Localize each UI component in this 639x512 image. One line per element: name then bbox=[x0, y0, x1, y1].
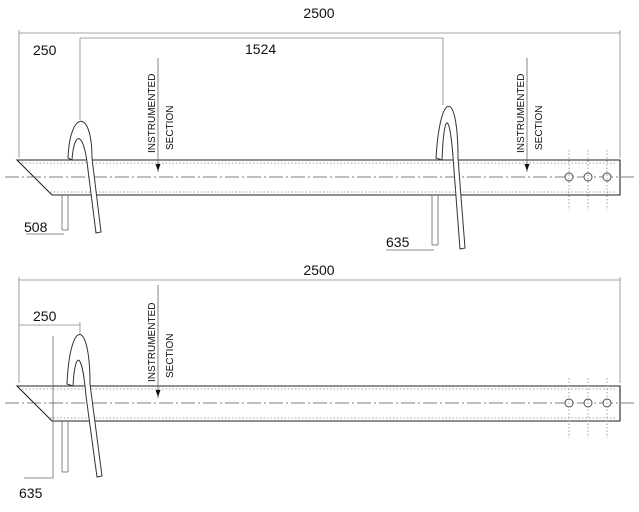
svg-text:SECTION: SECTION bbox=[534, 106, 545, 150]
overall-length-label-2: 2500 bbox=[303, 262, 334, 278]
svg-text:INSTRUMENTED: INSTRUMENTED bbox=[147, 303, 158, 382]
helix-spacing-dimension: 250 1524 bbox=[33, 37, 444, 120]
svg-text:SECTION: SECTION bbox=[165, 334, 176, 378]
helix-diameter-label-2: 635 bbox=[19, 485, 43, 501]
helix-spacing-label: 1524 bbox=[245, 41, 276, 57]
instrumented-section-marker-1: INSTRUMENTED SECTION bbox=[147, 58, 176, 172]
pile-drawing-single-helix: 2500 250 635 INSTRUMENTED SECTIO bbox=[5, 262, 634, 501]
helix-1-diameter-label: 508 bbox=[24, 219, 48, 235]
helix-plate-single: 635 bbox=[19, 334, 103, 501]
helix-plate-2: 635 bbox=[386, 105, 466, 251]
overall-length-dimension-2: 2500 bbox=[18, 262, 621, 383]
bolt-holes-2 bbox=[564, 378, 612, 438]
helix-plate-1: 508 bbox=[24, 120, 102, 235]
helix-2-diameter-label: 635 bbox=[386, 234, 410, 250]
overall-length-dimension: 2500 bbox=[18, 5, 621, 158]
instrumented-section-marker-2: INSTRUMENTED SECTION bbox=[516, 58, 545, 172]
instrumented-section-marker-3: INSTRUMENTED SECTION bbox=[147, 285, 176, 398]
pile-shaft-2 bbox=[15, 385, 621, 422]
tip-offset-label: 250 bbox=[33, 42, 57, 58]
svg-text:INSTRUMENTED: INSTRUMENTED bbox=[516, 74, 527, 153]
overall-length-label: 2500 bbox=[303, 5, 334, 21]
pile-drawing-double-helix: 2500 250 1524 508 bbox=[5, 5, 634, 251]
svg-text:INSTRUMENTED: INSTRUMENTED bbox=[147, 74, 158, 153]
tip-offset-label-2: 250 bbox=[33, 308, 57, 324]
svg-text:SECTION: SECTION bbox=[165, 106, 176, 150]
bolt-holes bbox=[564, 150, 612, 210]
tip-offset-dimension-2: 250 bbox=[19, 308, 81, 345]
pile-shaft bbox=[15, 159, 621, 196]
